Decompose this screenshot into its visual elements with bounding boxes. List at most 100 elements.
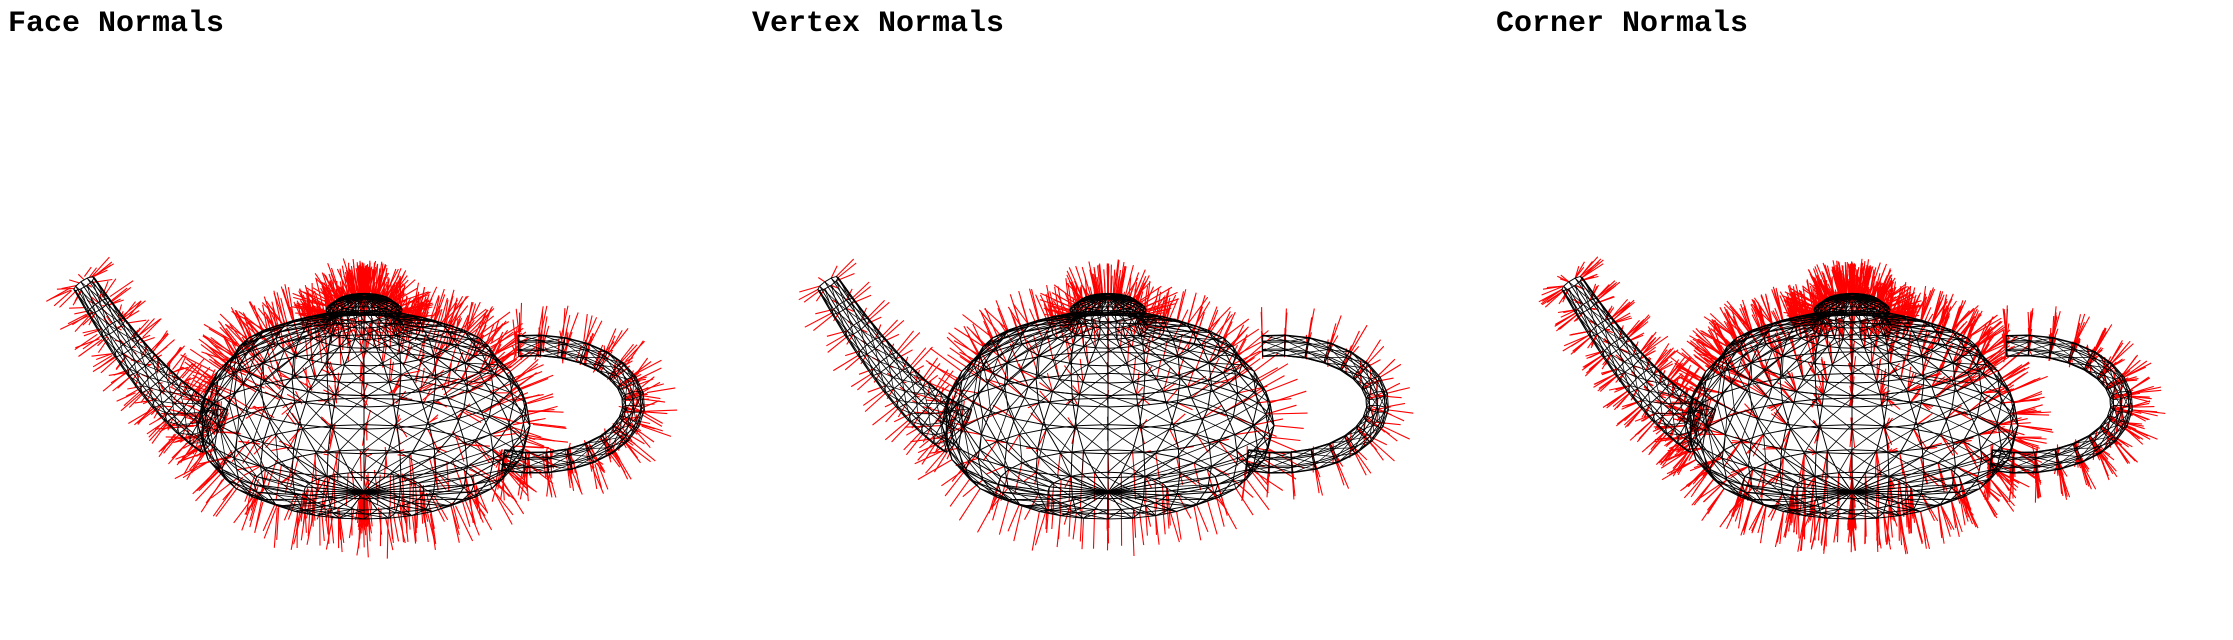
wireframe-diagonal [233,362,264,394]
wireframe-diagonal [388,428,426,452]
normal-vector-line [250,486,259,511]
wireframe-diagonal [1368,386,1372,400]
wireframe-diagonal [1057,329,1070,339]
normal-vector-line [262,304,268,331]
wireframe-diagonal [982,384,1005,418]
normal-vector-line [1939,504,1951,537]
normal-vector-line [300,513,306,541]
normal-vector-line [546,473,551,497]
wireframe-diagonal [342,295,357,298]
wireframe-diagonal [490,361,500,372]
wireframe-diagonal [1082,381,1109,396]
normal-vector-line [1023,472,1037,482]
wireframe-diagonal [504,454,526,467]
wireframe-diagonal [1232,363,1243,366]
wireframe-diagonal [308,391,335,407]
wireframe-diagonal [1028,334,1054,351]
normal-vector-line [620,360,633,368]
normal-vector-line [46,287,71,302]
normal-vector-line [399,302,433,312]
wireframe-diagonal [216,404,226,419]
wireframe-diagonal [979,416,984,450]
wireframe-diagonal [1285,335,1310,338]
normal-vector-line [1377,358,1396,377]
wireframe-diagonal [357,301,360,311]
normal-vector-line [850,373,872,388]
wireframe-diagonal [546,457,570,463]
normal-vector-line [188,444,203,455]
wireframe-meridian [363,296,445,388]
wireframe-diagonal [468,390,500,403]
normal-vector-line [1071,287,1081,317]
wireframe-diagonal [116,356,128,375]
wireframe-diagonal [402,362,434,376]
wireframe-diagonal [1207,487,1220,498]
normal-vector-line [1337,462,1350,489]
wireframe-diagonal [399,319,408,322]
normal-vector-line [90,263,114,279]
normal-vector-line [893,413,912,423]
normal-vector-line [1314,468,1320,494]
normal-vector-line [1677,368,1703,383]
normal-vector-line [634,397,639,407]
normal-vector-line [1172,413,1186,425]
wireframe-meridian [259,386,365,513]
normal-vector-line [1981,388,2005,394]
wireframe-meridian [1107,346,1271,493]
normal-vector-line [224,323,250,340]
wireframe-diagonal [339,509,365,519]
normal-vector-line [100,357,118,374]
wireframe-diagonal [873,368,894,378]
normal-vector-line [148,421,167,442]
normal-vector-line [328,273,339,299]
normal-vector-line [1979,488,1998,519]
normal-vector-line [331,450,340,478]
normal-vector-line [249,495,260,528]
wireframe-diagonal [1071,334,1109,354]
normal-vector-line [218,320,238,347]
normal-vector-line [1169,509,1180,543]
normal-vector-line [1207,358,1220,381]
wireframe-diagonal [902,370,924,380]
wireframe-diagonal [294,493,333,514]
normal-vector-line [641,411,663,424]
normal-vector-line [1222,318,1250,339]
normal-vector-line [1261,307,1263,336]
normal-vector-line [922,357,939,380]
wireframe-diagonal [601,357,622,364]
normal-vector-line [307,498,312,537]
wireframe-diagonal [1107,509,1122,520]
normal-vector-line [1056,515,1061,548]
wireframe-diagonal [873,375,884,392]
wireframe-diagonal [621,397,627,406]
wireframe-diagonal [356,327,365,340]
wireframe-diagonal [186,410,208,415]
wireframe-diagonal [1172,331,1192,340]
wireframe-diagonal [1158,337,1194,345]
normal-vector-line [1253,418,1284,426]
wireframe-diagonal [1072,497,1109,515]
normal-vector-line [1222,311,1236,339]
normal-vector-line [287,426,302,451]
wireframe-diagonal [238,384,261,418]
wireframe-diagonal [344,365,365,384]
normal-vector-line [378,507,383,535]
normal-vector-line [393,279,416,300]
normal-vector-line [305,367,309,393]
wireframe-diagonal [340,318,350,328]
normal-vector-line [1920,511,1927,542]
normal-vector-line [512,319,516,339]
normal-vector-line [1116,270,1122,297]
wireframe-diagonal [1246,469,1269,474]
wireframe-diagonal [1269,457,1292,467]
normal-vector-line [364,452,367,477]
wireframe-diagonal [363,327,374,340]
wireframe-diagonal [939,403,959,405]
normal-vector-line [430,295,440,319]
normal-vector-line [1155,453,1161,480]
normal-vector-line [363,447,370,454]
normal-vector-line [803,290,821,303]
normal-vector-line [484,395,512,413]
wireframe-diagonal [363,425,396,451]
wireframe-diagonal [1341,369,1354,379]
